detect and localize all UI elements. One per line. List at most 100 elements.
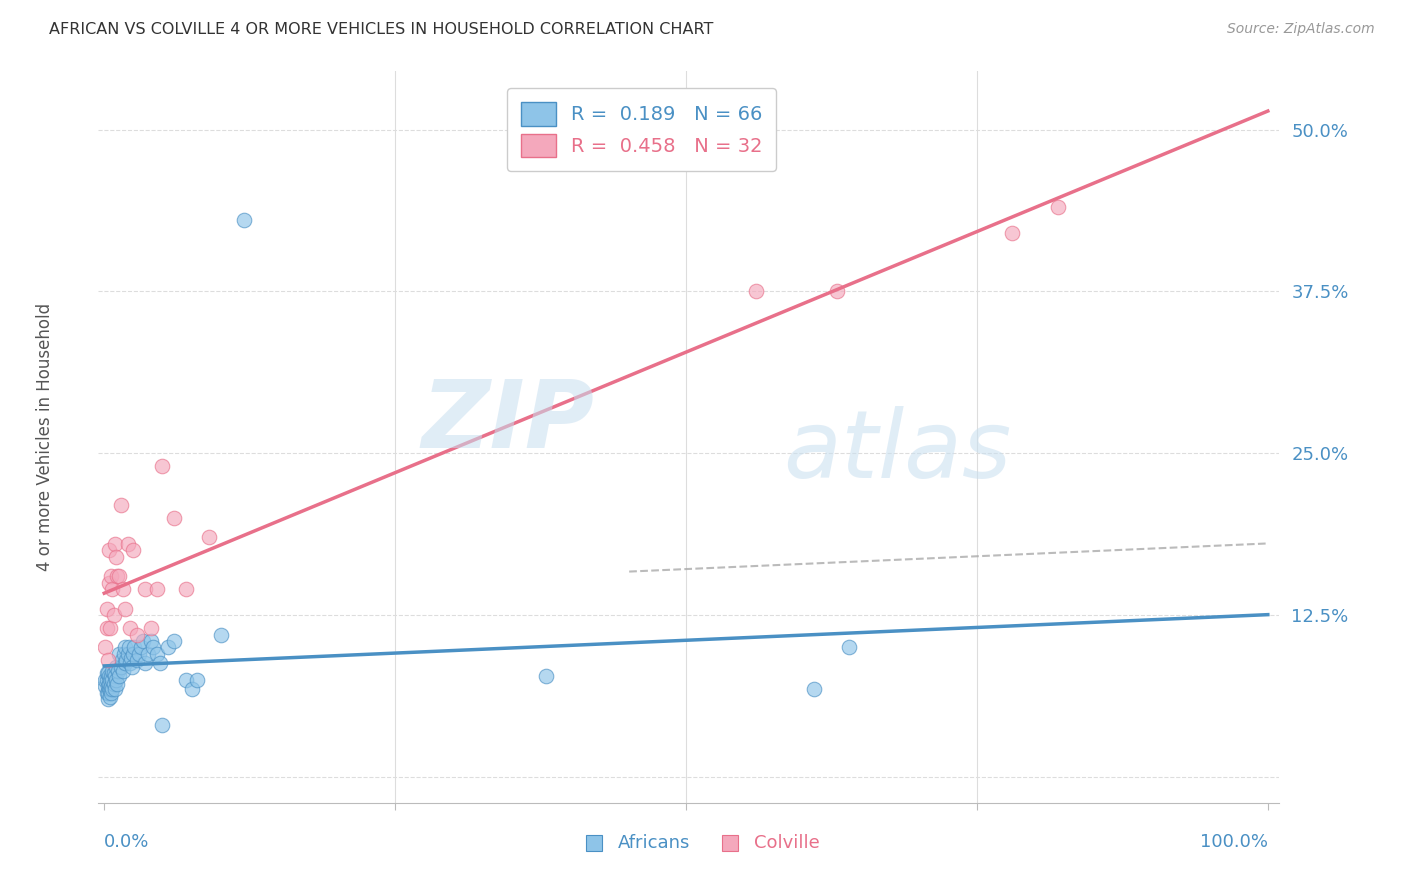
Point bbox=[180, 681, 202, 696]
Point bbox=[110, 660, 132, 674]
Point bbox=[139, 634, 162, 648]
Point bbox=[101, 664, 124, 678]
Point bbox=[163, 634, 186, 648]
Point bbox=[111, 664, 134, 678]
Point bbox=[97, 669, 120, 683]
Point bbox=[96, 673, 118, 687]
Point bbox=[97, 575, 120, 590]
Point bbox=[97, 686, 120, 700]
Point bbox=[125, 627, 148, 641]
Point bbox=[96, 601, 118, 615]
Point bbox=[163, 511, 186, 525]
Point bbox=[745, 285, 768, 299]
Point bbox=[134, 656, 156, 670]
Point bbox=[114, 601, 136, 615]
Point bbox=[101, 582, 124, 597]
Point bbox=[174, 673, 197, 687]
Point bbox=[96, 666, 118, 681]
Point bbox=[97, 681, 120, 696]
Point bbox=[138, 647, 160, 661]
Point bbox=[110, 498, 132, 512]
Point bbox=[134, 582, 156, 597]
Point bbox=[174, 582, 197, 597]
Point bbox=[103, 666, 125, 681]
Point bbox=[108, 647, 131, 661]
Point bbox=[209, 627, 232, 641]
Point bbox=[105, 676, 128, 690]
Point bbox=[124, 640, 146, 655]
Point bbox=[232, 213, 254, 227]
Point bbox=[97, 676, 120, 690]
Point bbox=[94, 640, 117, 655]
Point bbox=[121, 660, 143, 674]
Point bbox=[111, 653, 134, 667]
Point bbox=[803, 681, 825, 696]
Point bbox=[97, 543, 120, 558]
Point bbox=[104, 660, 127, 674]
Legend: R =  0.189   N = 66, R =  0.458   N = 32: R = 0.189 N = 66, R = 0.458 N = 32 bbox=[508, 88, 776, 171]
Point bbox=[100, 669, 122, 683]
Point bbox=[104, 549, 127, 564]
Text: ZIP: ZIP bbox=[422, 376, 595, 468]
Point bbox=[104, 681, 127, 696]
Point bbox=[1001, 226, 1024, 240]
Point bbox=[112, 647, 135, 661]
Point bbox=[96, 621, 118, 635]
Point bbox=[103, 608, 125, 623]
Point bbox=[94, 679, 117, 693]
Point bbox=[97, 679, 120, 693]
Point bbox=[98, 690, 121, 704]
Point bbox=[838, 640, 860, 655]
Point bbox=[145, 647, 167, 661]
Text: atlas: atlas bbox=[783, 406, 1012, 497]
Point bbox=[118, 640, 141, 655]
Point bbox=[827, 285, 849, 299]
Point bbox=[139, 621, 162, 635]
Point bbox=[105, 569, 128, 583]
Point bbox=[117, 537, 139, 551]
Point bbox=[131, 634, 153, 648]
Point bbox=[1047, 200, 1070, 214]
Point bbox=[103, 676, 125, 690]
Point bbox=[98, 681, 121, 696]
Point bbox=[117, 647, 139, 661]
Text: AFRICAN VS COLVILLE 4 OR MORE VEHICLES IN HOUSEHOLD CORRELATION CHART: AFRICAN VS COLVILLE 4 OR MORE VEHICLES I… bbox=[49, 22, 714, 37]
Point bbox=[536, 669, 558, 683]
Point bbox=[104, 669, 127, 683]
Point bbox=[118, 656, 141, 670]
Point bbox=[198, 530, 221, 544]
Point bbox=[186, 673, 208, 687]
Point bbox=[100, 686, 122, 700]
Point bbox=[118, 621, 141, 635]
Point bbox=[120, 650, 142, 665]
Text: 0.0%: 0.0% bbox=[104, 833, 149, 851]
Text: Africans: Africans bbox=[619, 834, 690, 852]
Point bbox=[157, 640, 180, 655]
Point bbox=[97, 692, 120, 706]
Point bbox=[101, 673, 124, 687]
Point bbox=[104, 537, 127, 551]
Text: Source: ZipAtlas.com: Source: ZipAtlas.com bbox=[1227, 22, 1375, 37]
Point bbox=[107, 664, 129, 678]
Point bbox=[122, 647, 145, 661]
Point bbox=[114, 656, 136, 670]
Point bbox=[98, 673, 121, 687]
Point bbox=[108, 569, 131, 583]
Point bbox=[94, 673, 117, 687]
Point bbox=[145, 582, 167, 597]
Point bbox=[142, 640, 165, 655]
Point bbox=[108, 669, 131, 683]
Point bbox=[104, 673, 127, 687]
Point bbox=[131, 640, 153, 655]
Point bbox=[96, 686, 118, 700]
Point bbox=[152, 718, 174, 732]
Point bbox=[152, 459, 174, 474]
Point bbox=[111, 582, 134, 597]
Point bbox=[97, 666, 120, 681]
Point bbox=[125, 653, 148, 667]
Point bbox=[98, 621, 121, 635]
Text: Colville: Colville bbox=[754, 834, 820, 852]
Point bbox=[122, 543, 145, 558]
Point bbox=[114, 640, 136, 655]
Text: 100.0%: 100.0% bbox=[1199, 833, 1268, 851]
